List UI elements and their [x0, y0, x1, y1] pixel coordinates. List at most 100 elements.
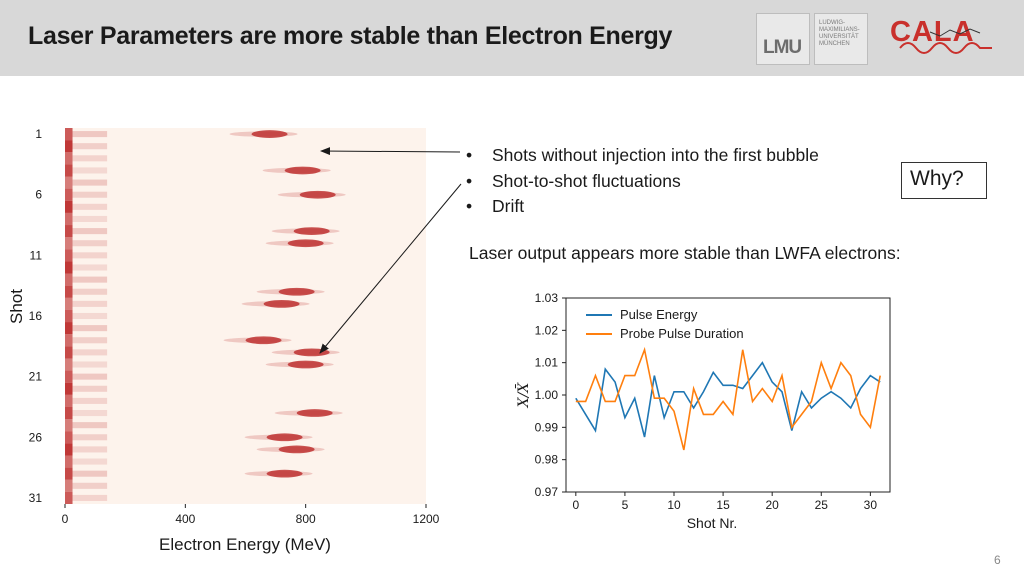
heatmap-low-energy-cell: [65, 176, 73, 189]
heatmap-y-tick-label: 26: [29, 430, 43, 444]
heatmap-low-energy-cell: [65, 358, 73, 371]
line-y-tick-label: 0.98: [535, 453, 559, 467]
heatmap-low-energy-cell: [65, 297, 73, 310]
heatmap-peak: [296, 409, 333, 417]
heatmap-low-energy-cell: [65, 188, 73, 201]
heatmap-low-energy-cell: [65, 419, 73, 432]
arrow-shot-fluctuations: [319, 183, 462, 354]
line-x-tick-label: 10: [667, 498, 681, 512]
heatmap-low-energy-tail: [72, 300, 108, 307]
heatmap-low-energy-tail: [72, 252, 108, 259]
heatmap-low-energy-tail: [72, 276, 108, 283]
bullet-item: • Shot-to-shot fluctuations: [466, 170, 681, 191]
heatmap-low-energy-tail: [72, 422, 108, 429]
heatmap-low-energy-cell: [65, 237, 73, 250]
heatmap-low-energy-tail: [72, 458, 108, 465]
heatmap-low-energy-tail: [72, 203, 108, 210]
heatmap-peak-halo: [277, 192, 346, 198]
heatmap-plot-area: [65, 128, 426, 504]
heatmap-low-energy-cell: [65, 128, 73, 141]
heatmap-cells: [65, 128, 346, 504]
heatmap-low-energy-cell: [65, 285, 73, 298]
heatmap-low-energy-tail: [72, 482, 108, 489]
heatmap-peak: [266, 433, 303, 442]
line-y-tick-label: 0.99: [535, 420, 559, 434]
heatmap-low-energy-tail: [72, 349, 108, 356]
bullet-item: • Drift: [466, 196, 525, 216]
heatmap-x-tick-label: 400: [175, 512, 195, 526]
heatmap-peak-halo: [271, 349, 340, 356]
heatmap-low-energy-tail: [72, 325, 108, 332]
heatmap-peak-halo: [244, 471, 313, 477]
line-x-tick-label: 5: [622, 498, 629, 512]
heatmap-peak-halo: [256, 446, 325, 453]
why-box: Why?: [901, 162, 987, 199]
line-series-pulse-energy: [575, 361, 881, 438]
heatmap-low-energy-tail: [72, 131, 108, 138]
heatmap-peak: [284, 166, 321, 175]
heatmap-y-tick-label: 6: [35, 188, 42, 202]
heatmap-low-energy-cell: [65, 370, 73, 383]
heatmap-peak-halo: [229, 131, 298, 137]
heatmap-peak: [263, 299, 300, 308]
heatmap-peak-halo: [244, 434, 313, 440]
heatmap-peak-halo: [271, 228, 340, 234]
heatmap-xlabel: Electron Energy (MeV): [159, 535, 331, 554]
heatmap-low-energy-cell: [65, 394, 73, 407]
heatmap-peak: [287, 360, 324, 369]
heatmap-low-energy-tail: [72, 179, 108, 186]
heatmap-low-energy-tail: [72, 167, 108, 174]
line-y-tick-label: 1.02: [535, 323, 559, 337]
heatmap-low-energy-tail: [72, 288, 108, 295]
cala-wave-icon: [899, 28, 992, 54]
legend-label: Probe Pulse Duration: [620, 326, 744, 341]
heatmap-low-energy-cell: [65, 200, 73, 213]
line-x-tick-label: 15: [716, 498, 730, 512]
cala-logo-text: CALA: [890, 16, 975, 48]
line-axes: 0 5 10 15 20 25 30 0.97 0.98 0.99 1.00 1.01 1.02 1.03: [535, 291, 878, 512]
heatmap-peak-halo: [274, 410, 343, 416]
line-x-tick-label: 20: [766, 498, 780, 512]
heatmap-low-energy-tail: [72, 240, 108, 247]
heatmap-low-energy-tail: [72, 410, 108, 417]
heatmap-low-energy-cell: [65, 406, 73, 420]
heatmap-low-energy-cell: [65, 467, 73, 480]
line-series-probe-pulse-duration: [575, 346, 881, 451]
line-y-tick-label: 1.03: [535, 291, 559, 305]
heatmap-low-energy-cell: [65, 443, 73, 456]
heatmap-peak: [287, 239, 324, 248]
heatmap-low-energy-tail: [72, 361, 108, 368]
cala-logo: CALA: [890, 16, 996, 56]
heatmap-low-energy-cell: [65, 479, 73, 492]
line-x-tick-label: 30: [864, 498, 878, 512]
heatmap-low-energy-cell: [65, 249, 73, 262]
heatmap-low-energy-cell: [65, 346, 73, 359]
heatmap-x-tick-label: 800: [296, 512, 316, 526]
heatmap-low-energy-cell: [65, 455, 73, 468]
heatmap-x-tick-label: 1200: [413, 512, 440, 526]
heatmap-peak-halo: [265, 240, 334, 246]
heatmap-low-energy-tail: [72, 191, 108, 198]
line-x-tick-label: 0: [572, 498, 579, 512]
heatmap-low-energy-cell: [65, 212, 73, 226]
heatmap-low-energy-tail: [72, 264, 108, 271]
lmu-seal-logo: LUDWIG- MAXIMILIANS- UNIVERSITÄT MÜNCHEN: [814, 13, 868, 65]
heatmap-peak: [278, 445, 315, 454]
heatmap-x-tick-label: 0: [62, 512, 69, 526]
arrow-shots-without-injection: [320, 147, 461, 156]
heatmap-peak-halo: [223, 337, 292, 343]
heatmap-low-energy-cell: [65, 491, 73, 504]
heatmap-low-energy-tail: [72, 385, 108, 392]
line-ylabel: X/X̄: [514, 382, 532, 409]
heatmap-low-energy-cell: [65, 382, 73, 395]
heatmap-peak: [245, 336, 282, 345]
bullet-list: • Shots without injection into the first …: [466, 143, 819, 220]
heatmap-peak: [293, 227, 330, 235]
heatmap-y-tick-label: 1: [35, 127, 42, 141]
heatmap-low-energy-cell: [65, 225, 73, 238]
heatmap-y-tick-label: 31: [29, 491, 43, 505]
heatmap-low-energy-tail: [72, 143, 108, 150]
heatmap-peak-halo: [265, 361, 334, 368]
heatmap-low-energy-cell: [65, 322, 73, 335]
